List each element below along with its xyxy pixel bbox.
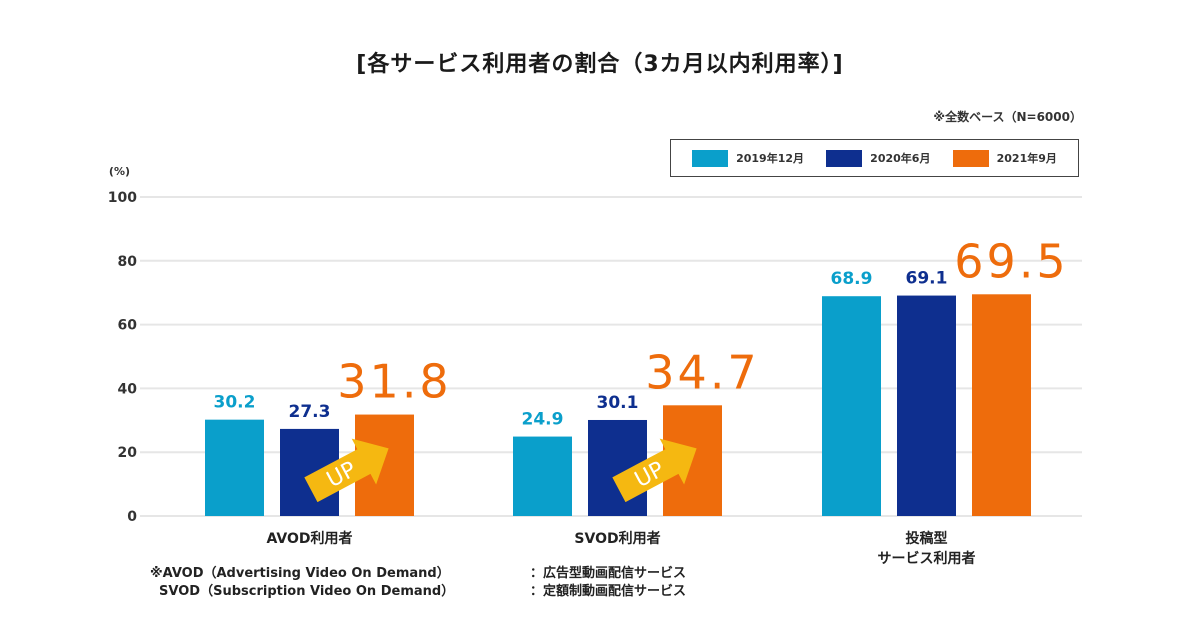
- data-label: 69.1: [906, 269, 948, 289]
- footnote-term: ※AVOD（Advertising Video On Demand）: [150, 566, 450, 581]
- bar: [897, 295, 956, 516]
- legend-item-2019-12: 2019年12月: [692, 149, 805, 167]
- bar: [822, 296, 881, 516]
- sample-base-note: ※全数ベース（N=6000）: [933, 110, 1082, 124]
- data-label: 30.1: [597, 393, 639, 413]
- arrow-icon: [304, 438, 389, 503]
- x-category-label: AVOD利用者: [267, 530, 353, 547]
- data-label: 30.2: [214, 393, 256, 413]
- data-label: 34.7: [645, 345, 759, 399]
- arrow-icon: [612, 438, 697, 503]
- data-label: 69.5: [954, 234, 1068, 288]
- y-tick-label: 60: [118, 318, 138, 334]
- legend-swatch: [692, 149, 729, 167]
- data-label: 27.3: [289, 402, 331, 422]
- y-axis-unit-label: (%): [109, 165, 130, 178]
- legend-swatch: [952, 149, 989, 167]
- footnote-definition: ：広告型動画配信サービス: [530, 566, 687, 581]
- bar: [972, 294, 1031, 516]
- chart-title: [各サービス利用者の割合（3カ月以内利用率）]: [356, 52, 844, 77]
- y-tick-label: 100: [108, 190, 137, 206]
- legend: 2019年12月 2020年6月 2021年9月: [670, 139, 1079, 177]
- bar: [205, 419, 264, 516]
- y-tick-label: 40: [118, 381, 138, 397]
- data-label: 68.9: [831, 269, 873, 289]
- y-tick-label: 80: [118, 254, 138, 270]
- x-category-label: SVOD利用者: [574, 530, 660, 547]
- legend-label: 2020年6月: [870, 152, 931, 165]
- footnote-svod: SVOD（Subscription Video On Demand） ：定額制動…: [150, 583, 686, 601]
- legend-item-2020-6: 2020年6月: [826, 149, 931, 167]
- bar: [513, 436, 572, 516]
- footnote-avod: ※AVOD（Advertising Video On Demand） ：広告型動…: [150, 565, 686, 583]
- data-label: 31.8: [337, 355, 451, 409]
- y-tick-label: 20: [118, 445, 138, 461]
- legend-label: 2019年12月: [736, 152, 805, 165]
- footnotes: ※AVOD（Advertising Video On Demand） ：広告型動…: [150, 565, 686, 601]
- x-category-label: サービス利用者: [878, 550, 976, 567]
- footnote-definition: ：定額制動画配信サービス: [530, 584, 687, 599]
- legend-item-2021-9: 2021年9月: [952, 149, 1057, 167]
- data-label: 24.9: [522, 410, 564, 430]
- footnote-term: SVOD（Subscription Video On Demand）: [150, 584, 455, 599]
- legend-label: 2021年9月: [996, 152, 1057, 165]
- legend-swatch: [826, 149, 863, 167]
- y-tick-label: 0: [127, 509, 137, 525]
- x-category-label: 投稿型: [906, 530, 948, 547]
